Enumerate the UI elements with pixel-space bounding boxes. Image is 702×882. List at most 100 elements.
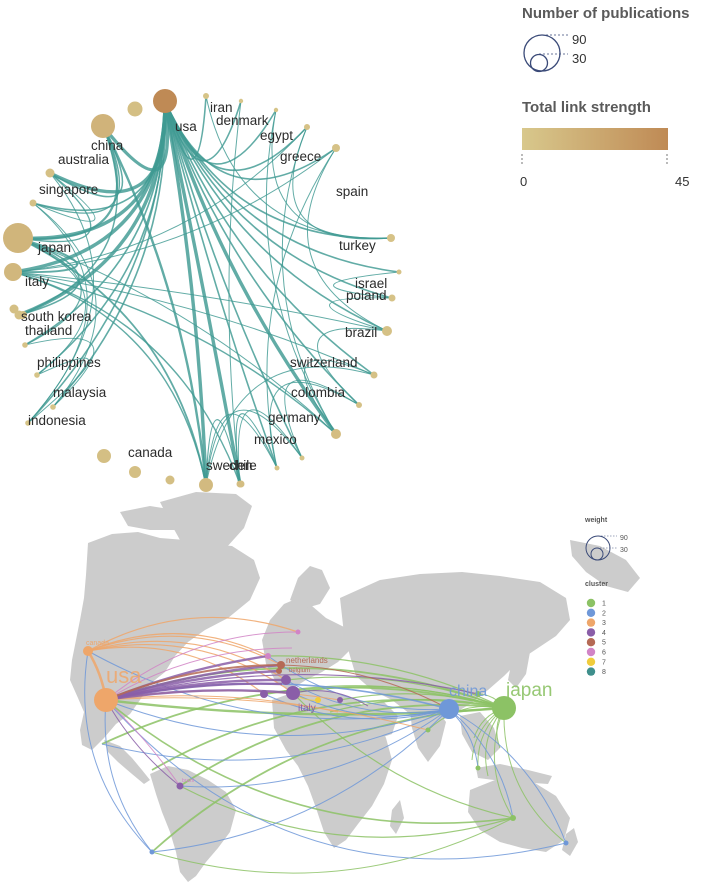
cluster-legend-swatch-5 [586, 638, 596, 647]
weight-legend-title: weight [584, 517, 608, 524]
land-india [410, 706, 446, 762]
network-node-germany [331, 429, 341, 439]
map-label-usa: usa [106, 663, 142, 688]
network-edge-usa-brazil [164, 100, 388, 332]
network-node-extra-4 [165, 475, 175, 485]
map-label-netherlands: netherlands [286, 656, 328, 665]
map-label-japan: japan [505, 680, 553, 701]
network-label-israel: israel [355, 276, 387, 291]
color-legend-title: Total link strength [522, 99, 651, 116]
network-label-brazil: brazil [345, 325, 377, 340]
network-node-poland [388, 294, 396, 302]
map-label-brazil: brazil [182, 778, 194, 784]
cluster-legend-swatch-6 [586, 647, 596, 657]
size-legend-title: Number of publications [522, 5, 690, 22]
network-edge-italy-spain [12, 147, 337, 273]
land-europe [262, 598, 356, 690]
cluster-legend-label-3: 3 [602, 620, 606, 627]
map-edge-44 [87, 635, 282, 666]
network-nodes [3, 89, 402, 492]
world-collaboration-map: usa china japan canada netherlands belgi… [70, 492, 640, 882]
network-edge-usa-sweden [163, 100, 242, 485]
network-label-south-korea: south korea [21, 309, 92, 324]
network-edge-usa-malaysia [52, 100, 167, 408]
network-label-greece: greece [280, 149, 321, 164]
map-legend: weight 90 30 cluster 1 2 3 4 5 6 7 8 [584, 517, 628, 676]
network-edge-usa-australia [49, 100, 167, 194]
network-label-turkey: turkey [339, 238, 376, 253]
cluster-legend-swatch-8 [586, 667, 596, 676]
weight-legend-value-large: 90 [620, 535, 628, 542]
map-edge-46 [87, 643, 294, 694]
network-label-japan: japan [37, 240, 71, 255]
network-edge-china-singapore [32, 125, 120, 214]
network-node-malaysia [50, 404, 56, 410]
network-node-italy [4, 263, 22, 281]
network-edge-spain-chile [266, 147, 337, 469]
map-edge-34 [285, 679, 450, 714]
color-legend-max: 45 [675, 174, 689, 189]
network-edge-usa-china [101, 100, 170, 172]
map-node-germany [281, 675, 291, 685]
network-label-canada: canada [128, 445, 173, 460]
network-edge-thailand-malaysia [24, 337, 95, 408]
network-node-colombia [356, 402, 362, 408]
map-edge-57 [105, 699, 181, 787]
land-new-zealand [562, 828, 578, 856]
map-edge-58 [292, 690, 369, 707]
land-australia [468, 778, 570, 852]
map-edge-63 [105, 647, 293, 701]
land-greenland [160, 492, 252, 566]
map-edge-18 [339, 693, 505, 709]
network-node-extra-7 [9, 304, 19, 314]
cluster-legend-swatch-4 [586, 628, 596, 637]
network-node-sweden [236, 480, 244, 488]
network-edge-poland-brazil [329, 297, 393, 332]
size-legend-value-small: 30 [572, 51, 586, 66]
map-edge-23 [151, 817, 514, 874]
map-edge-24 [292, 692, 514, 819]
network-edge-canada-italy [12, 271, 207, 486]
network-edge-usa-mexico [164, 100, 303, 459]
network-node-mexico [299, 455, 305, 461]
color-legend-gradient-bar [522, 128, 668, 150]
cluster-legend-label-2: 2 [602, 610, 606, 617]
cluster-legend-swatch-2 [586, 608, 596, 617]
land-uk [264, 624, 280, 650]
network-node-greece [304, 124, 310, 130]
network-label-malaysia: malaysia [53, 385, 107, 400]
cluster-legend-label-7: 7 [602, 659, 606, 666]
network-label-singapore: singapore [39, 182, 98, 197]
network-node-brazil [382, 326, 392, 336]
map-node-turkey [337, 697, 343, 703]
map-labels: usa china japan canada netherlands belgi… [86, 640, 553, 784]
map-node-spain [260, 690, 268, 698]
network-edge-usa-colombia [164, 100, 360, 406]
land-south-america [150, 766, 236, 882]
map-node-nz [563, 840, 569, 846]
network-label-switzerland: switzerland [290, 355, 358, 370]
network-node-south-korea [14, 310, 24, 320]
network-edge-usa-poland [164, 100, 393, 299]
network-legend: Number of publications 90 30 Total link … [520, 5, 690, 189]
cluster-legend-label-6: 6 [602, 650, 606, 657]
network-node-denmark [238, 98, 244, 104]
network-label-thailand: thailand [25, 323, 72, 338]
cluster-legend-label-8: 8 [602, 669, 606, 676]
network-edges [12, 95, 400, 486]
map-label-china: china [449, 683, 487, 700]
cluster-legend-items: 1 2 3 4 5 6 7 8 [586, 598, 606, 676]
weight-legend-value-small: 30 [620, 547, 628, 554]
network-node-switzerland [370, 371, 378, 379]
map-edge-56 [105, 682, 283, 702]
network-edge-japan-italy [12, 237, 79, 274]
map-edge-48 [105, 697, 429, 731]
land-central-america [104, 740, 150, 784]
map-edge-28 [179, 708, 450, 788]
color-legend-min: 0 [520, 174, 527, 189]
map-edge-22 [179, 785, 514, 838]
map-node-australia [510, 815, 516, 821]
map-edge-59 [105, 674, 479, 701]
